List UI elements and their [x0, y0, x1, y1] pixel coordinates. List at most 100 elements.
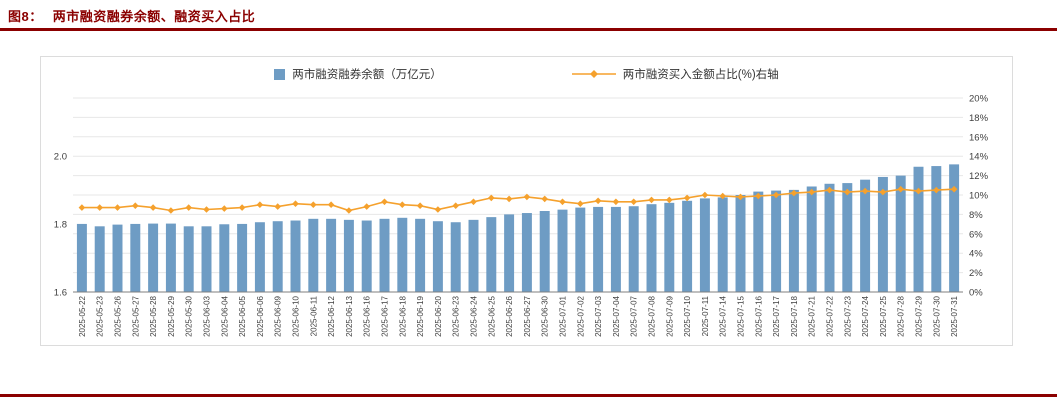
- bar: [610, 206, 621, 292]
- line-marker-diamond: [488, 194, 495, 202]
- x-axis-tick-label: 2025-06-03: [203, 295, 212, 336]
- x-axis-tick-label: 2025-07-17: [772, 295, 781, 336]
- figure-title: 图8： 两市融资融券余额、融资买入占比: [8, 6, 255, 25]
- line-marker-diamond: [701, 191, 709, 199]
- line-marker-diamond: [915, 187, 922, 195]
- line-marker-diamond: [327, 201, 335, 208]
- x-axis-tick-label: 2025-07-28: [897, 295, 906, 336]
- line-marker-diamond: [844, 188, 851, 196]
- line-marker-diamond: [345, 207, 353, 214]
- bar: [148, 223, 159, 292]
- x-axis-tick-label: 2025-07-29: [915, 295, 924, 336]
- legend-item-bar[interactable]: 两市融资融券余额（万亿元）: [274, 66, 442, 82]
- bar: [272, 221, 283, 292]
- x-axis-tick-label: 2025-07-11: [701, 295, 710, 336]
- line-marker-diamond: [648, 196, 655, 204]
- x-axis-tick-label: 2025-06-30: [541, 295, 550, 336]
- line-marker-diamond: [630, 198, 637, 206]
- bar: [699, 198, 710, 292]
- x-axis-tick-label: 2025-07-25: [879, 295, 888, 336]
- bar: [183, 226, 194, 292]
- x-axis-tick-label: 2025-07-22: [826, 295, 835, 336]
- line-marker-diamond: [594, 197, 602, 205]
- x-axis-tick-label: 2025-07-30: [932, 295, 941, 336]
- bar: [539, 211, 550, 292]
- bar: [326, 218, 337, 292]
- bar: [735, 195, 746, 292]
- line-marker-diamond: [381, 198, 388, 206]
- line-marker-diamond: [541, 195, 548, 203]
- line-marker-diamond: [505, 195, 513, 203]
- bar: [628, 206, 639, 292]
- x-axis-tick-label: 2025-05-26: [114, 295, 123, 336]
- left-axis-tick-label: 2.0: [54, 151, 67, 162]
- bar: [468, 219, 479, 292]
- bar: [842, 183, 853, 292]
- bottom-divider: [0, 394, 1057, 397]
- x-axis-tick-label: 2025-05-27: [131, 295, 140, 336]
- bar: [165, 223, 176, 292]
- x-axis-tick-label: 2025-05-23: [96, 295, 105, 336]
- chart-card: 两市融资融券余额（万亿元） 两市融资买入金额占比(%)右轴 0% 2% 4% 6% 8%…: [40, 56, 1013, 346]
- x-axis-tick-label: 2025-07-04: [612, 295, 621, 336]
- line-marker-diamond: [612, 198, 620, 206]
- x-axis-tick-label: 2025-06-17: [381, 295, 390, 336]
- line-marker-diamond: [719, 192, 726, 200]
- x-axis-tick-label: 2025-06-24: [470, 295, 479, 336]
- line-marker-diamond: [559, 198, 566, 206]
- x-axis-tick-label: 2025-07-15: [737, 295, 746, 336]
- line-marker-diamond: [149, 204, 157, 211]
- bar: [94, 226, 105, 292]
- right-axis-tick-label: 6%: [969, 229, 983, 240]
- left-axis-tick-label: 1.6: [54, 288, 67, 299]
- x-axis-tick-label: 2025-06-19: [416, 295, 425, 336]
- x-axis-tick-label: 2025-07-08: [648, 295, 657, 336]
- x-axis-tick-label: 2025-07-18: [790, 295, 799, 336]
- line-marker-diamond: [790, 189, 798, 197]
- line-marker-diamond: [861, 187, 869, 195]
- x-axis-tick-label: 2025-06-26: [505, 295, 514, 336]
- line-marker-diamond: [238, 204, 246, 211]
- x-axis-tick-label: 2025-06-04: [220, 295, 229, 336]
- bar: [931, 166, 942, 292]
- x-axis-tick-label: 2025-05-28: [149, 295, 158, 336]
- right-axis-tick-label: 10%: [969, 191, 989, 202]
- bar: [860, 179, 871, 292]
- line-series-swatch: [571, 70, 616, 78]
- bar: [415, 218, 426, 292]
- bar: [949, 164, 960, 292]
- right-axis-tick-label: 8%: [969, 210, 983, 221]
- bar: [877, 176, 888, 292]
- line-marker-diamond: [96, 204, 103, 211]
- x-axis-tick-label: 2025-06-12: [327, 295, 336, 336]
- line-marker-diamond: [363, 203, 370, 210]
- right-axis-tick-label: 2%: [969, 268, 983, 279]
- bar: [557, 209, 568, 292]
- right-axis-tick-label: 0%: [969, 288, 983, 299]
- x-axis-tick-label: 2025-06-27: [523, 295, 532, 336]
- bar-series-swatch: [274, 68, 286, 80]
- right-axis-tick-label: 16%: [969, 132, 989, 143]
- x-axis-tick-label: 2025-07-24: [861, 295, 870, 336]
- x-axis-tick-label: 2025-05-29: [167, 295, 176, 336]
- bar: [646, 204, 657, 292]
- line-marker-diamond: [452, 202, 459, 209]
- bar: [575, 207, 586, 292]
- line-marker-diamond: [826, 186, 833, 194]
- x-axis-tick-label: 2025-06-23: [452, 295, 461, 336]
- legend-item-line[interactable]: 两市融资买入金额占比(%)右轴: [571, 66, 779, 82]
- bar: [806, 186, 817, 292]
- bar: [130, 223, 141, 292]
- bar: [361, 220, 372, 292]
- right-axis-tick-label: 12%: [969, 171, 989, 182]
- x-axis-tick-label: 2025-06-10: [292, 295, 301, 336]
- line-marker-diamond: [114, 204, 121, 211]
- bar: [682, 200, 693, 292]
- line-marker-diamond: [203, 206, 210, 213]
- x-axis-tick-label: 2025-06-05: [238, 295, 247, 336]
- chart-legend: 两市融资融券余额（万亿元） 两市融资买入金额占比(%)右轴: [47, 62, 1006, 86]
- x-axis-tick-label: 2025-07-16: [754, 295, 763, 336]
- ratio-line: [81, 188, 955, 212]
- bar: [450, 222, 461, 292]
